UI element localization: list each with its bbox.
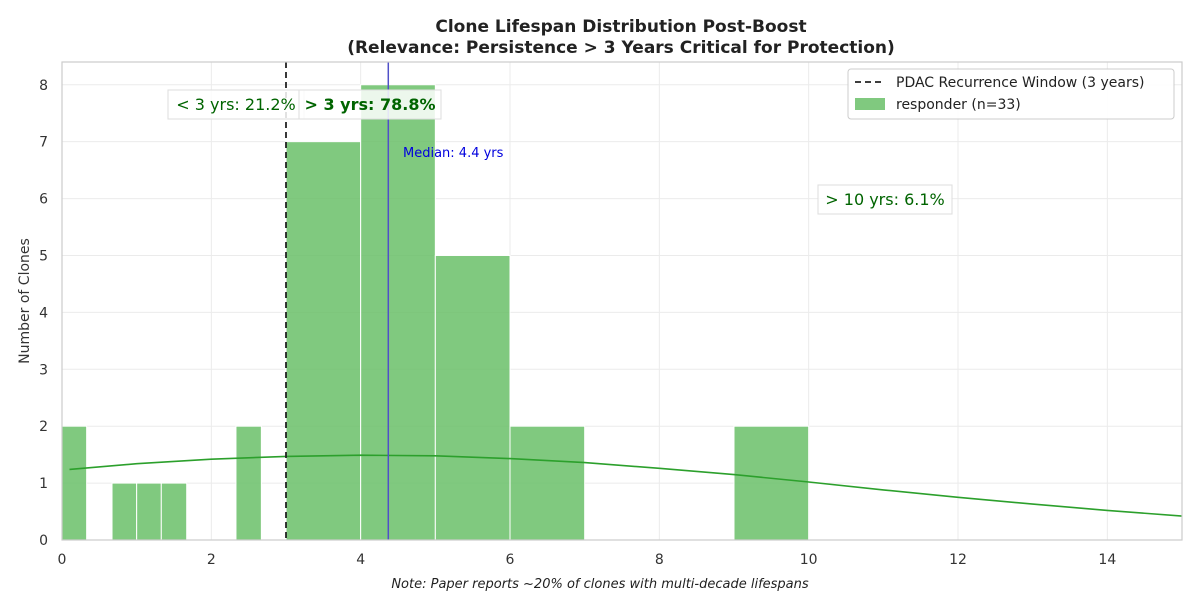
legend-item-threshold: PDAC Recurrence Window (3 years) [896,75,1144,91]
y-tick-label: 2 [39,419,48,435]
x-tick-label: 4 [356,552,365,568]
reference-lines [285,62,390,540]
annotation-box [298,89,442,120]
histogram-bar [434,254,511,541]
histogram-bar [111,482,138,541]
histogram-bar [160,482,188,541]
x-tick-label: 10 [800,552,818,568]
x-tick-label: 2 [207,552,216,568]
annotation-below-3: < 3 yrs: 21.2% [167,89,305,120]
chart-title-line2: (Relevance: Persistence > 3 Years Critic… [347,38,895,58]
histogram-bar [733,425,810,541]
x-tick-label: 14 [1098,552,1116,568]
x-tick-label: 12 [949,552,967,568]
grid-lines [61,62,1182,541]
annotation-above-3: > 3 yrs: 78.8% [298,89,442,120]
y-tick-label: 0 [39,533,48,549]
y-tick-label: 4 [39,305,48,321]
x-tick-label: 6 [506,552,515,568]
legend-patch-swatch [855,98,885,110]
plot-frame [61,61,1183,541]
annotation-box [167,89,305,120]
y-tick-label: 6 [39,192,48,208]
annotation-above-10: > 10 yrs: 6.1% [817,184,953,215]
legend: PDAC Recurrence Window (3 years) respond… [847,68,1175,120]
chart-title-line1: Clone Lifespan Distribution Post-Boost [435,17,806,37]
histogram-bar [285,141,362,541]
y-axis-title: Number of Clones [17,238,33,364]
annotation-box [817,184,953,215]
median-label: Median: 4.4 yrs [403,146,504,161]
y-tick-label: 1 [39,476,48,492]
histogram-bar [136,482,162,541]
y-tick-label: 3 [39,362,48,378]
x-tick-label: 8 [655,552,664,568]
y-tick-label: 7 [39,135,48,151]
annotation-above-10-text: > 10 yrs: 6.1% [825,190,944,209]
histogram-bar [360,84,436,541]
histogram-bar [235,425,262,541]
footnote: Note: Paper reports ~20% of clones with … [391,577,809,592]
histogram-bars [61,84,810,541]
legend-box [847,68,1175,120]
x-tick-label: 0 [58,552,67,568]
density-curve-layer [69,454,1183,517]
histogram-bar [61,425,88,541]
histogram-bar [509,425,586,541]
y-tick-label: 5 [39,248,48,264]
annotation-below-3-text: < 3 yrs: 21.2% [176,95,295,114]
annotation-above-3-text: > 3 yrs: 78.8% [305,95,436,114]
y-tick-label: 8 [39,78,48,94]
legend-item-responder: responder (n=33) [896,97,1021,113]
density-curve [69,454,1183,517]
